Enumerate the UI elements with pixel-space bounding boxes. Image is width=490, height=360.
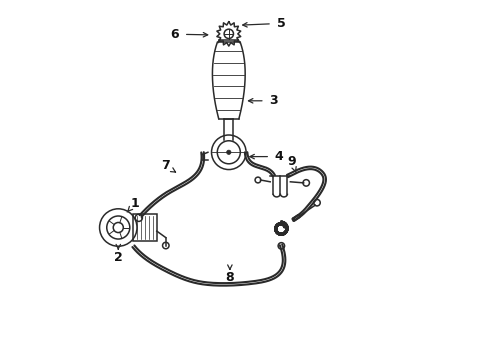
Bar xyxy=(133,214,157,241)
Text: 8: 8 xyxy=(225,271,234,284)
Text: 4: 4 xyxy=(275,150,284,163)
Text: 1: 1 xyxy=(131,197,140,210)
Text: 6: 6 xyxy=(171,28,179,41)
Text: 7: 7 xyxy=(161,159,170,172)
Text: 9: 9 xyxy=(288,155,296,168)
Text: 3: 3 xyxy=(270,94,278,107)
Circle shape xyxy=(227,150,231,154)
Text: 2: 2 xyxy=(114,251,122,264)
Text: 5: 5 xyxy=(277,17,285,30)
